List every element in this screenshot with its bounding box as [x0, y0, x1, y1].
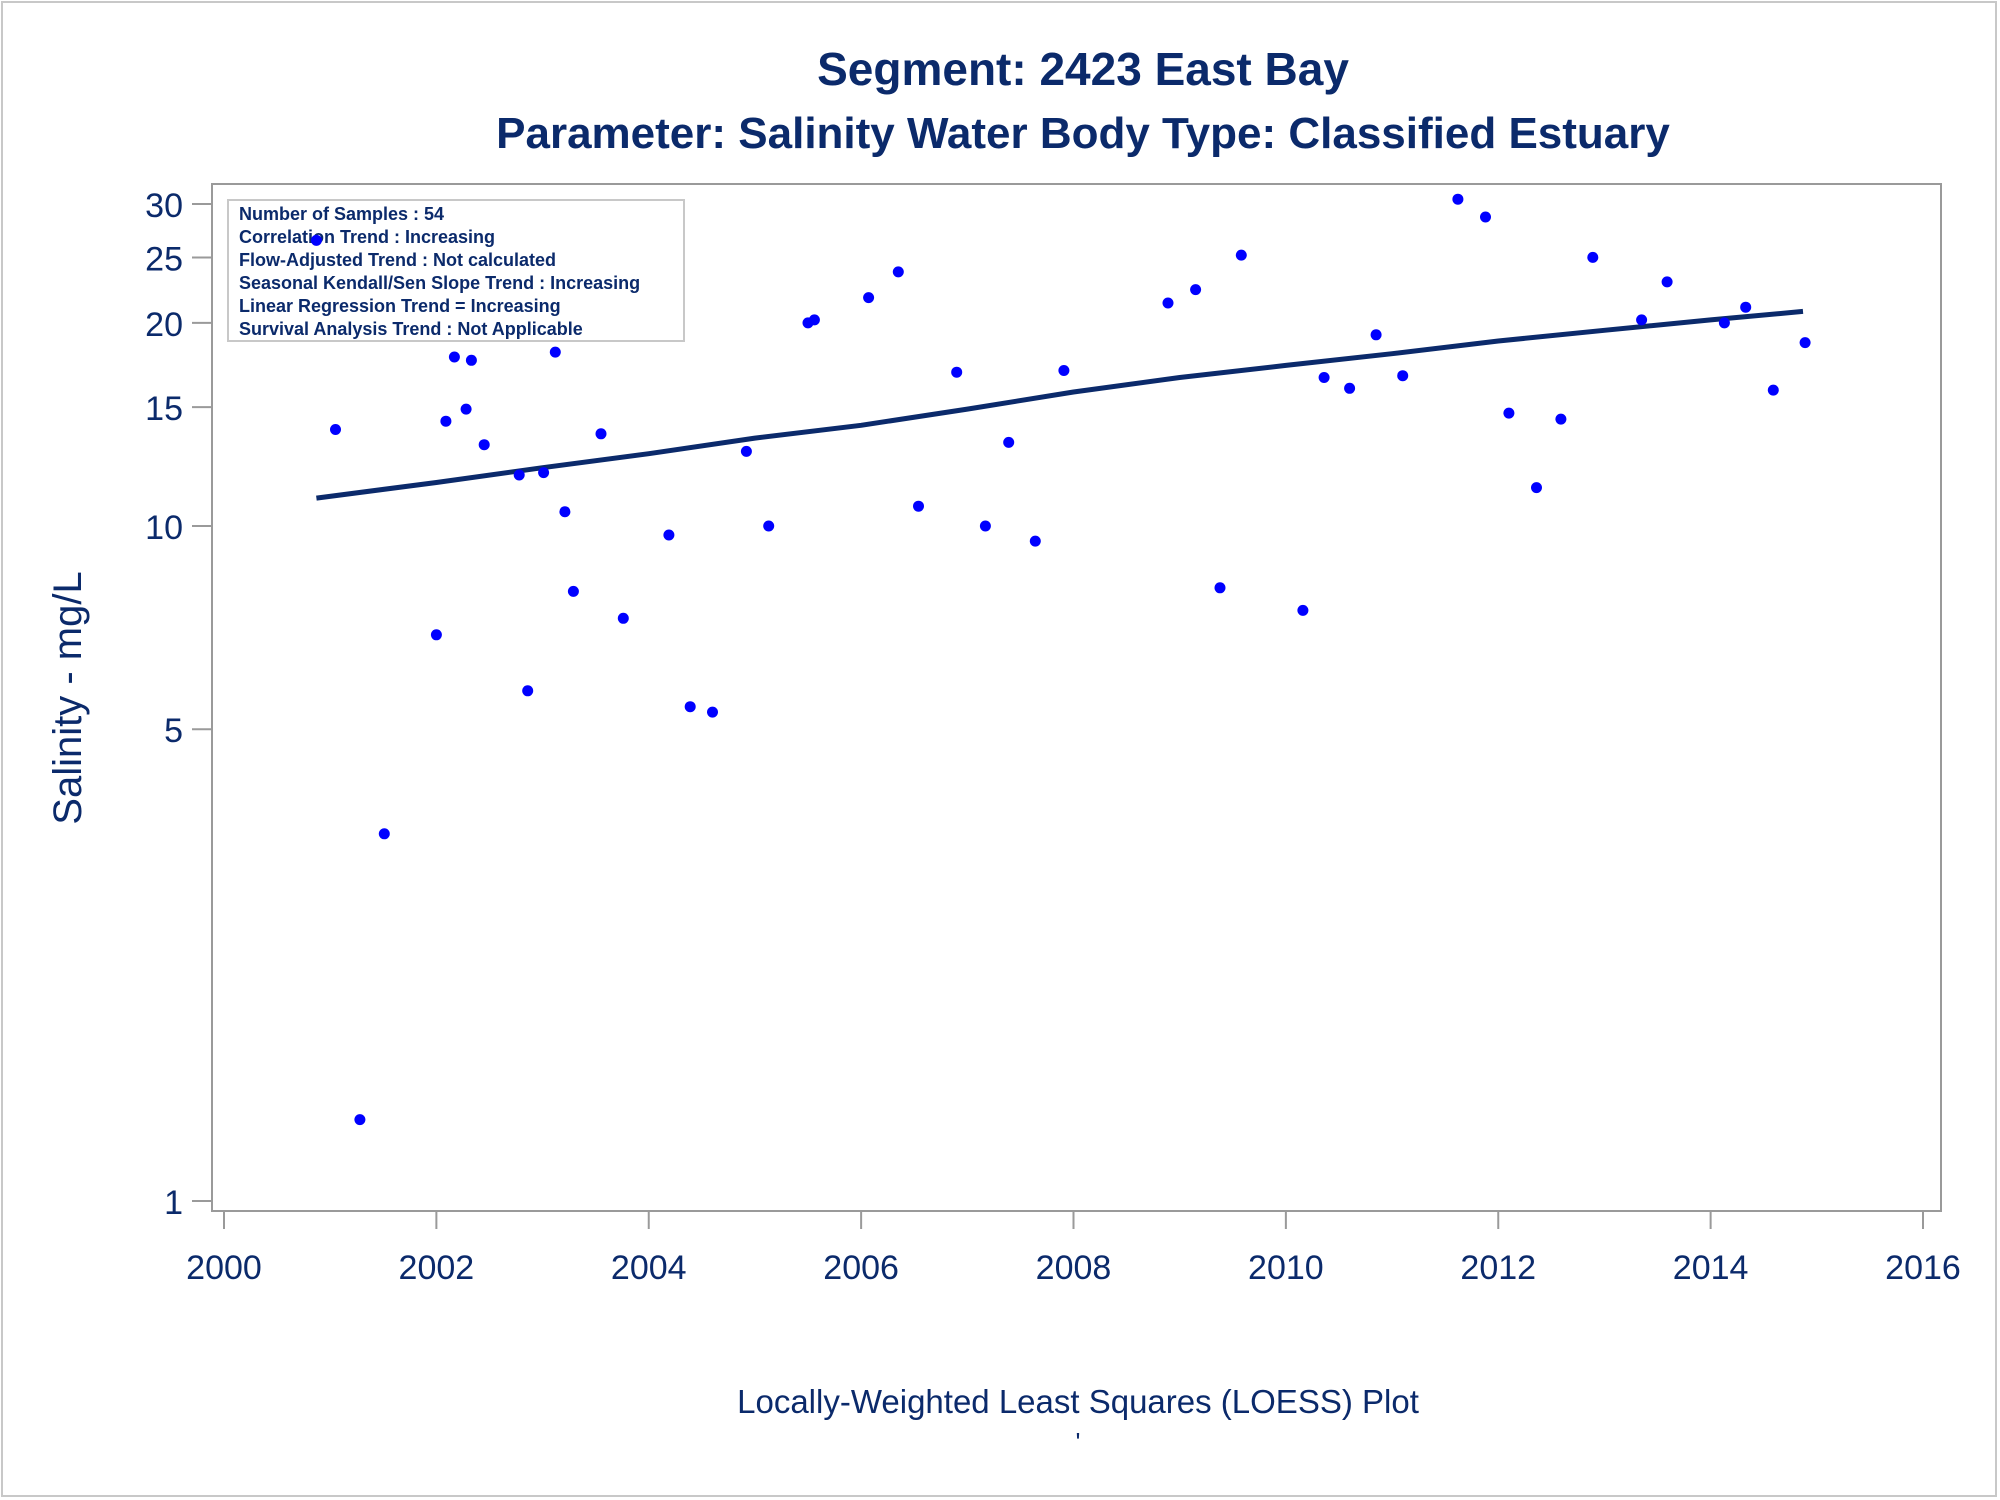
stats-line-2: Correlation Trend : Increasing	[239, 227, 495, 247]
x-axis: 2000 2002 2004 2006 2008 2010 2012 2014 2016	[186, 1211, 1961, 1287]
y-tick-label-20: 20	[145, 306, 183, 344]
chart-canvas: Segment: 2423 East Bay Parameter: Salini…	[46, 43, 1961, 1457]
data-point	[707, 706, 718, 718]
data-point	[1370, 329, 1382, 341]
y-tick-label-10: 10	[145, 509, 183, 547]
data-point	[330, 424, 341, 435]
data-point	[1718, 317, 1730, 329]
y-tick-label-30: 30	[145, 187, 183, 225]
trend-layer	[316, 308, 1804, 501]
x-tick-label-2006: 2006	[823, 1249, 899, 1287]
data-point	[1344, 382, 1356, 394]
stats-line-1: Number of Samples : 54	[239, 204, 444, 224]
stats-box-border	[227, 199, 685, 342]
data-point	[951, 366, 963, 378]
data-point	[808, 314, 820, 326]
data-point	[440, 415, 452, 427]
y-tick-label-25: 25	[145, 240, 183, 278]
data-point	[559, 506, 571, 518]
x-tick-label-2010: 2010	[1248, 1249, 1324, 1287]
data-point	[684, 701, 696, 713]
data-point	[1636, 314, 1648, 326]
data-point	[1214, 582, 1226, 594]
x-tick-label-2002: 2002	[399, 1249, 475, 1287]
data-point	[460, 403, 472, 415]
data-point	[538, 467, 550, 479]
data-point	[1531, 482, 1542, 494]
stats-line-3: Flow-Adjusted Trend : Not calculated	[239, 250, 556, 270]
data-point	[763, 520, 775, 532]
x-axis-label: Locally-Weighted Least Squares (LOESS) P…	[737, 1383, 1419, 1420]
data-point	[863, 292, 875, 304]
data-point	[1740, 301, 1752, 313]
data-point	[1029, 535, 1041, 547]
data-point	[513, 469, 525, 481]
data-point	[1799, 337, 1811, 349]
data-point	[1661, 276, 1673, 288]
stats-line-5: Linear Regression Trend = Increasing	[239, 296, 561, 316]
stats-box: Number of Samples : 54 Correlation Trend …	[227, 199, 685, 342]
data-point	[1235, 249, 1247, 261]
data-point	[1587, 251, 1599, 263]
data-point	[617, 612, 629, 624]
trend-line	[316, 308, 1804, 501]
data-point	[378, 828, 390, 840]
data-point	[354, 1114, 366, 1126]
data-point	[1555, 413, 1567, 425]
data-point	[892, 266, 904, 278]
data-point	[1452, 193, 1464, 205]
x-tick-label-2004: 2004	[611, 1249, 687, 1287]
footnote-mark: '	[1076, 1427, 1081, 1457]
data-point	[1480, 211, 1491, 223]
data-point	[1397, 370, 1409, 382]
x-tick-label-2000: 2000	[186, 1249, 262, 1287]
y-tick-label-15: 15	[145, 390, 183, 428]
data-point	[522, 685, 534, 697]
data-point	[1058, 365, 1070, 376]
data-point	[913, 500, 924, 512]
data-point	[1297, 604, 1309, 616]
data-point	[478, 439, 490, 451]
data-point	[1318, 372, 1330, 383]
data-point	[1190, 284, 1202, 296]
data-point	[979, 520, 991, 532]
data-point	[567, 585, 579, 597]
data-point	[1767, 384, 1779, 396]
x-tick-label-2014: 2014	[1673, 1249, 1749, 1287]
chart-subtitle: Parameter: Salinity Water Body Type: Cla…	[496, 109, 1670, 158]
y-tick-label-1: 1	[164, 1184, 183, 1222]
data-point	[740, 445, 752, 457]
stats-line-4: Seasonal Kendall/Sen Slope Trend : Incre…	[239, 273, 640, 293]
chart-title: Segment: 2423 East Bay	[817, 43, 1349, 95]
data-point	[549, 346, 561, 358]
data-point	[310, 234, 322, 246]
data-point	[663, 529, 675, 541]
x-tick-label-2016: 2016	[1885, 1249, 1961, 1287]
plot-area	[211, 183, 1942, 1212]
data-point	[1503, 407, 1515, 419]
data-point	[1162, 297, 1174, 309]
data-point	[448, 351, 460, 363]
y-axis-label: Salinity - mg/L	[46, 571, 90, 824]
data-point	[465, 354, 477, 366]
stats-line-6: Survival Analysis Trend : Not Applicable	[239, 319, 583, 339]
data-point	[595, 428, 607, 440]
data-point	[430, 629, 442, 641]
data-point	[1003, 436, 1015, 448]
x-tick-label-2012: 2012	[1460, 1249, 1536, 1287]
x-tick-label-2008: 2008	[1036, 1249, 1112, 1287]
y-tick-label-5: 5	[164, 712, 183, 750]
points-layer	[310, 193, 1811, 1126]
